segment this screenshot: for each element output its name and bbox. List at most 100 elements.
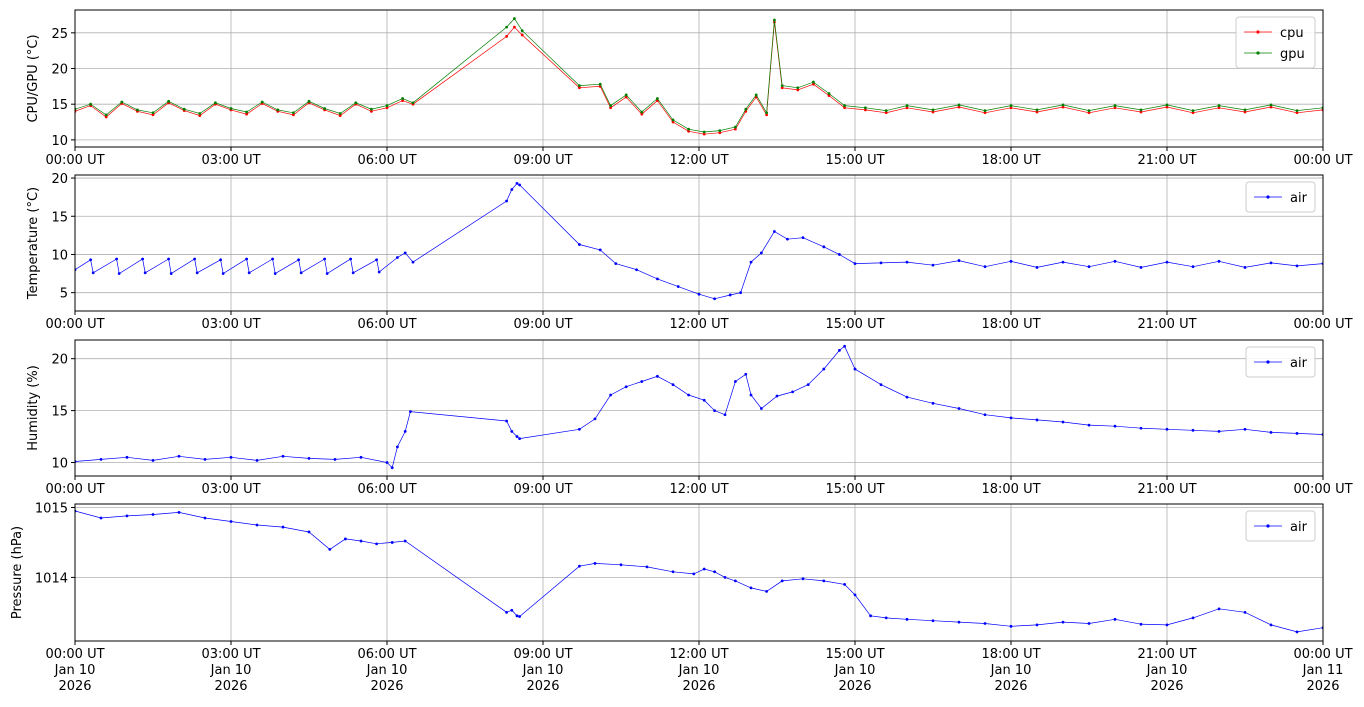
legend: air	[1245, 510, 1316, 542]
data-point-gpu	[609, 104, 612, 108]
data-point-gpu	[1243, 108, 1247, 112]
data-point-cpu	[640, 112, 644, 116]
data-point-air	[1269, 261, 1273, 265]
data-point-cpu	[198, 114, 202, 118]
data-point-air	[518, 183, 521, 187]
data-point-air	[518, 615, 521, 618]
x-tick-label: 00:00 UT	[45, 317, 104, 332]
data-point-air	[713, 409, 716, 412]
data-point-air	[247, 271, 251, 275]
y-tick-label: 10	[51, 134, 68, 149]
data-point-air	[1165, 260, 1169, 264]
data-point-gpu	[656, 97, 659, 100]
data-point-gpu	[864, 106, 867, 110]
data-point-air	[1139, 266, 1143, 269]
data-point-air	[723, 575, 727, 579]
data-point-air	[219, 258, 223, 262]
data-point-air	[1009, 624, 1013, 628]
legend-label-air: air	[1290, 520, 1308, 535]
x-tick-label: 12:00 UT	[669, 482, 728, 497]
data-point-air	[359, 539, 363, 543]
data-point-air	[1113, 259, 1117, 263]
series-line-air	[75, 182, 1323, 300]
x-tick-label: 2026	[526, 679, 559, 694]
data-point-gpu	[598, 82, 602, 86]
data-point-air	[702, 567, 706, 571]
y-axis-label: CPU/GPU (°C)	[26, 34, 41, 122]
data-point-air	[869, 614, 872, 618]
data-point-air	[1295, 630, 1299, 634]
y-tick-label: 1015	[35, 501, 68, 516]
data-point-cpu	[104, 115, 108, 119]
series-gpu	[75, 17, 1323, 134]
legend-marker-air	[1266, 195, 1270, 199]
data-point-gpu	[1061, 103, 1065, 107]
data-point-air	[351, 271, 355, 275]
data-point-air	[505, 419, 508, 423]
legend-label-air: air	[1290, 191, 1308, 206]
data-point-air	[377, 270, 381, 274]
data-point-air	[931, 263, 935, 267]
data-point-cpu	[1269, 105, 1273, 109]
data-point-air	[1217, 429, 1221, 433]
legend-label-air: air	[1290, 356, 1308, 371]
data-point-air	[141, 257, 145, 261]
data-point-air	[411, 260, 415, 264]
data-point-air	[143, 271, 147, 275]
x-tick-label: 2026	[838, 679, 871, 694]
data-point-gpu	[843, 104, 846, 108]
data-point-gpu	[1139, 108, 1143, 112]
x-tick-label: 00:00 UT	[1293, 482, 1352, 497]
data-point-air	[229, 520, 233, 523]
axes-frame	[74, 503, 1324, 642]
data-point-air	[744, 372, 748, 376]
data-point-cpu	[1243, 110, 1247, 114]
data-point-gpu	[702, 130, 706, 134]
data-point-gpu	[401, 97, 404, 100]
data-point-cpu	[1035, 110, 1039, 114]
data-point-air	[359, 455, 363, 459]
data-point-air	[702, 398, 706, 402]
y-tick-label: 1014	[35, 571, 68, 586]
data-point-air	[255, 459, 259, 462]
data-point-air	[879, 383, 883, 387]
data-point-gpu	[754, 93, 758, 97]
axes-frame	[74, 174, 1324, 312]
data-point-air	[786, 237, 789, 241]
data-point-air	[734, 380, 737, 383]
data-point-air	[1087, 622, 1091, 625]
data-point-air	[299, 271, 303, 275]
x-tick-label: 2026	[1306, 679, 1339, 694]
data-point-air	[656, 277, 659, 281]
data-point-air	[734, 579, 737, 583]
data-point-air	[838, 253, 841, 256]
data-point-air	[931, 619, 935, 623]
y-tick-label: 10	[51, 457, 68, 472]
data-point-air	[1061, 260, 1065, 264]
data-point-cpu	[609, 106, 612, 110]
data-point-gpu	[780, 84, 784, 88]
data-point-cpu	[1165, 105, 1169, 109]
y-axis-label: Humidity (%)	[26, 365, 41, 451]
data-point-air	[195, 271, 199, 275]
data-point-cpu	[827, 94, 831, 98]
data-point-air	[1061, 420, 1065, 424]
data-point-air	[697, 292, 701, 296]
legend-marker-cpu	[1256, 30, 1260, 34]
data-point-air	[905, 617, 909, 621]
y-tick-label: 20	[51, 63, 68, 78]
data-point-air	[676, 285, 680, 288]
x-tick-label: 00:00 UT	[1293, 317, 1352, 332]
x-tick-label: 03:00 UT	[201, 482, 260, 497]
data-point-cpu	[370, 109, 373, 113]
x-tick-label: 15:00 UT	[825, 153, 884, 168]
data-point-gpu	[671, 118, 675, 122]
data-point-air	[957, 259, 961, 262]
data-point-air	[760, 407, 763, 410]
data-point-air	[578, 427, 581, 431]
data-point-air	[328, 548, 332, 551]
data-point-gpu	[624, 93, 628, 97]
data-point-gpu	[513, 17, 516, 20]
data-point-air	[760, 251, 763, 255]
data-point-gpu	[1087, 109, 1091, 113]
